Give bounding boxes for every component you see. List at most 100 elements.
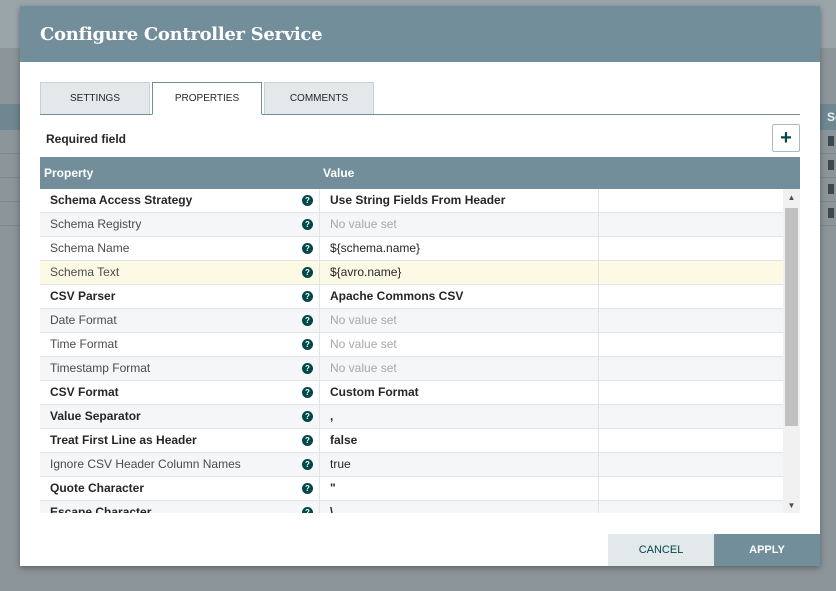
help-icon[interactable]: ? bbox=[302, 507, 313, 513]
table-row[interactable]: Schema Access Strategy? Use String Fields… bbox=[40, 189, 783, 213]
configure-controller-service-dialog: Configure Controller Service SETTINGS PR… bbox=[20, 6, 820, 566]
table-body: Schema Access Strategy? Use String Fields… bbox=[40, 189, 800, 513]
table-row[interactable]: Escape Character? \ bbox=[40, 501, 783, 513]
scroll-down-icon[interactable]: ▼ bbox=[787, 501, 796, 510]
table-row[interactable]: CSV Format? Custom Format bbox=[40, 381, 783, 405]
property-actions-cell bbox=[599, 309, 783, 333]
table-row[interactable]: Value Separator?, bbox=[40, 405, 783, 429]
property-name: Treat First Line as Header? bbox=[40, 429, 320, 453]
property-name: Schema Text? bbox=[40, 261, 320, 285]
help-icon[interactable]: ? bbox=[302, 195, 313, 206]
column-header-value: Value bbox=[323, 166, 355, 180]
property-value[interactable]: No value set bbox=[320, 213, 599, 237]
property-name: Timestamp Format? bbox=[40, 357, 320, 381]
property-name-text: Value Separator bbox=[50, 409, 141, 423]
property-value[interactable]: \ bbox=[320, 501, 599, 513]
property-name-text: Schema Text bbox=[50, 265, 120, 279]
tab-settings[interactable]: SETTINGS bbox=[40, 82, 150, 114]
property-actions-cell bbox=[599, 501, 783, 513]
properties-table: Property Value Schema Access Strategy? Us… bbox=[40, 157, 800, 514]
table-row[interactable]: Schema Name? ${schema.name} bbox=[40, 237, 783, 261]
property-name: Ignore CSV Header Column Names? bbox=[40, 453, 320, 477]
property-name-text: CSV Format bbox=[50, 385, 119, 399]
help-icon[interactable]: ? bbox=[302, 387, 313, 398]
property-name: Schema Access Strategy? bbox=[40, 189, 320, 213]
table-row[interactable]: Date Format? No value set bbox=[40, 309, 783, 333]
property-value[interactable]: No value set bbox=[320, 309, 599, 333]
property-name: Time Format? bbox=[40, 333, 320, 357]
table-row[interactable]: Treat First Line as Header? false bbox=[40, 429, 783, 453]
background-column-label: Sc bbox=[827, 110, 836, 124]
property-value[interactable]: No value set bbox=[320, 333, 599, 357]
property-actions-cell bbox=[599, 261, 783, 285]
dialog-footer: CANCEL APPLY bbox=[608, 534, 820, 566]
property-name: CSV Parser? bbox=[40, 285, 320, 309]
property-name: Schema Registry? bbox=[40, 213, 320, 237]
property-name: Schema Name? bbox=[40, 237, 320, 261]
property-actions-cell bbox=[599, 477, 783, 501]
property-name-text: Time Format bbox=[50, 337, 118, 351]
help-icon[interactable]: ? bbox=[302, 339, 313, 350]
property-actions-cell bbox=[599, 285, 783, 309]
help-icon[interactable]: ? bbox=[302, 291, 313, 302]
property-actions-cell bbox=[599, 357, 783, 381]
property-value[interactable]: ${avro.name} bbox=[320, 261, 599, 285]
help-icon[interactable]: ? bbox=[302, 483, 313, 494]
property-value[interactable]: ${schema.name} bbox=[320, 237, 599, 261]
help-icon[interactable]: ? bbox=[302, 267, 313, 278]
property-value[interactable]: " bbox=[320, 477, 599, 501]
cancel-button[interactable]: CANCEL bbox=[608, 534, 714, 566]
property-actions-cell bbox=[599, 333, 783, 357]
apply-button[interactable]: APPLY bbox=[714, 534, 820, 566]
property-name: Value Separator? bbox=[40, 405, 320, 429]
help-icon[interactable]: ? bbox=[302, 243, 313, 254]
property-value[interactable]: true bbox=[320, 453, 599, 477]
plus-icon: + bbox=[780, 126, 792, 149]
help-icon[interactable]: ? bbox=[302, 411, 313, 422]
help-icon[interactable]: ? bbox=[302, 435, 313, 446]
table-row[interactable]: Quote Character? " bbox=[40, 477, 783, 501]
table-row[interactable]: Timestamp Format? No value set bbox=[40, 357, 783, 381]
table-row[interactable]: Schema Text? ${avro.name} bbox=[40, 261, 783, 285]
table-row[interactable]: CSV Parser? Apache Commons CSV bbox=[40, 285, 783, 309]
property-value[interactable]: Custom Format bbox=[320, 381, 599, 405]
table-header: Property Value bbox=[40, 157, 800, 189]
help-icon[interactable]: ? bbox=[302, 219, 313, 230]
help-icon[interactable]: ? bbox=[302, 315, 313, 326]
table-row[interactable]: Ignore CSV Header Column Names? true bbox=[40, 453, 783, 477]
property-name: Quote Character? bbox=[40, 477, 320, 501]
table-scrollbar[interactable]: ▲ ▼ bbox=[783, 189, 800, 513]
tab-properties[interactable]: PROPERTIES bbox=[152, 82, 262, 115]
tab-bar: SETTINGS PROPERTIES COMMENTS bbox=[40, 82, 800, 115]
property-actions-cell bbox=[599, 453, 783, 477]
scroll-thumb[interactable] bbox=[785, 208, 798, 426]
add-property-button[interactable]: + bbox=[772, 124, 800, 152]
property-name-text: Date Format bbox=[50, 313, 117, 327]
property-name-text: Treat First Line as Header bbox=[50, 433, 197, 447]
property-name-text: Schema Registry bbox=[50, 217, 142, 231]
table-row[interactable]: Schema Registry? No value set bbox=[40, 213, 783, 237]
property-actions-cell bbox=[599, 429, 783, 453]
property-name-text: Schema Name bbox=[50, 241, 130, 255]
table-row[interactable]: Time Format? No value set bbox=[40, 333, 783, 357]
property-name-text: Quote Character bbox=[50, 481, 145, 495]
property-value[interactable]: false bbox=[320, 429, 599, 453]
property-name: Date Format? bbox=[40, 309, 320, 333]
dialog-header: Configure Controller Service bbox=[20, 6, 820, 62]
property-value[interactable]: No value set bbox=[320, 357, 599, 381]
property-actions-cell bbox=[599, 381, 783, 405]
property-actions-cell bbox=[599, 237, 783, 261]
property-value[interactable]: Apache Commons CSV bbox=[320, 285, 599, 309]
dialog-title: Configure Controller Service bbox=[40, 23, 323, 45]
column-header-property: Property bbox=[44, 166, 94, 180]
required-field-label: Required field bbox=[46, 132, 127, 146]
help-icon[interactable]: ? bbox=[302, 363, 313, 374]
property-actions-cell bbox=[599, 405, 783, 429]
tab-comments[interactable]: COMMENTS bbox=[264, 82, 374, 114]
scroll-up-icon[interactable]: ▲ bbox=[787, 193, 796, 202]
property-value[interactable]: Use String Fields From Header bbox=[320, 189, 599, 213]
property-name-text: Ignore CSV Header Column Names bbox=[50, 457, 241, 471]
help-icon[interactable]: ? bbox=[302, 459, 313, 470]
property-actions-cell bbox=[599, 213, 783, 237]
property-value[interactable]: , bbox=[320, 405, 599, 429]
